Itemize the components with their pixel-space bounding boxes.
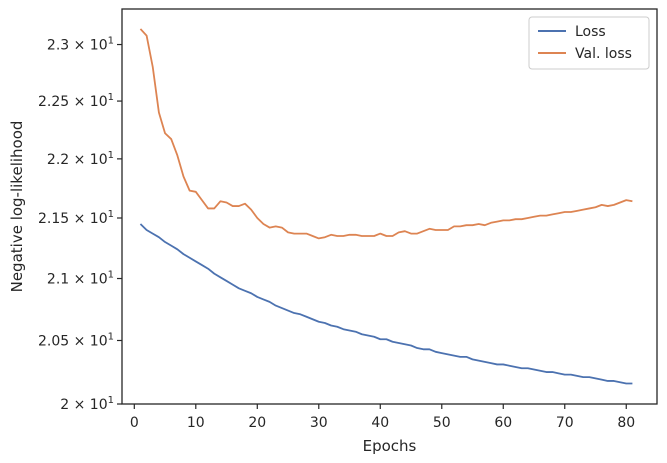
legend-label-0: Loss	[575, 24, 606, 40]
y-tick-label: 2.3 × 101	[47, 36, 114, 54]
x-axis: 0 10 20 30 40 50 60 70 80	[130, 404, 635, 431]
x-tick-label: 10	[187, 415, 205, 431]
x-tick-label: 60	[494, 415, 512, 431]
y-tick-label: 2.25 × 101	[38, 92, 114, 110]
y-axis-label: Negative log-likelihood	[8, 121, 26, 293]
y-tick-label: 2 × 101	[60, 395, 114, 413]
x-tick-label: 40	[371, 415, 389, 431]
x-tick-label: 80	[617, 415, 635, 431]
y-axis: 2 × 101 2.05 × 101 2.1 × 101 2.15 × 101 2.2 …	[38, 36, 122, 413]
y-tick-label: 2.05 × 101	[38, 331, 114, 349]
y-tick-label: 2.2 × 101	[47, 150, 114, 168]
x-tick-label: 70	[556, 415, 574, 431]
x-tick-label: 0	[130, 415, 139, 431]
x-tick-label: 50	[433, 415, 451, 431]
x-tick-label: 30	[310, 415, 328, 431]
plot-frame	[121, 8, 658, 405]
y-tick-label: 2.15 × 101	[38, 209, 114, 227]
series-line-1	[139, 28, 633, 240]
x-axis-label: Epochs	[363, 437, 417, 455]
x-tick-label: 20	[248, 415, 266, 431]
legend-label-1: Val. loss	[575, 46, 632, 62]
plot-lines	[139, 28, 633, 385]
legend: Loss Val. loss	[528, 16, 650, 70]
y-tick-label: 2.1 × 101	[47, 270, 114, 288]
series-line-0	[139, 223, 633, 385]
